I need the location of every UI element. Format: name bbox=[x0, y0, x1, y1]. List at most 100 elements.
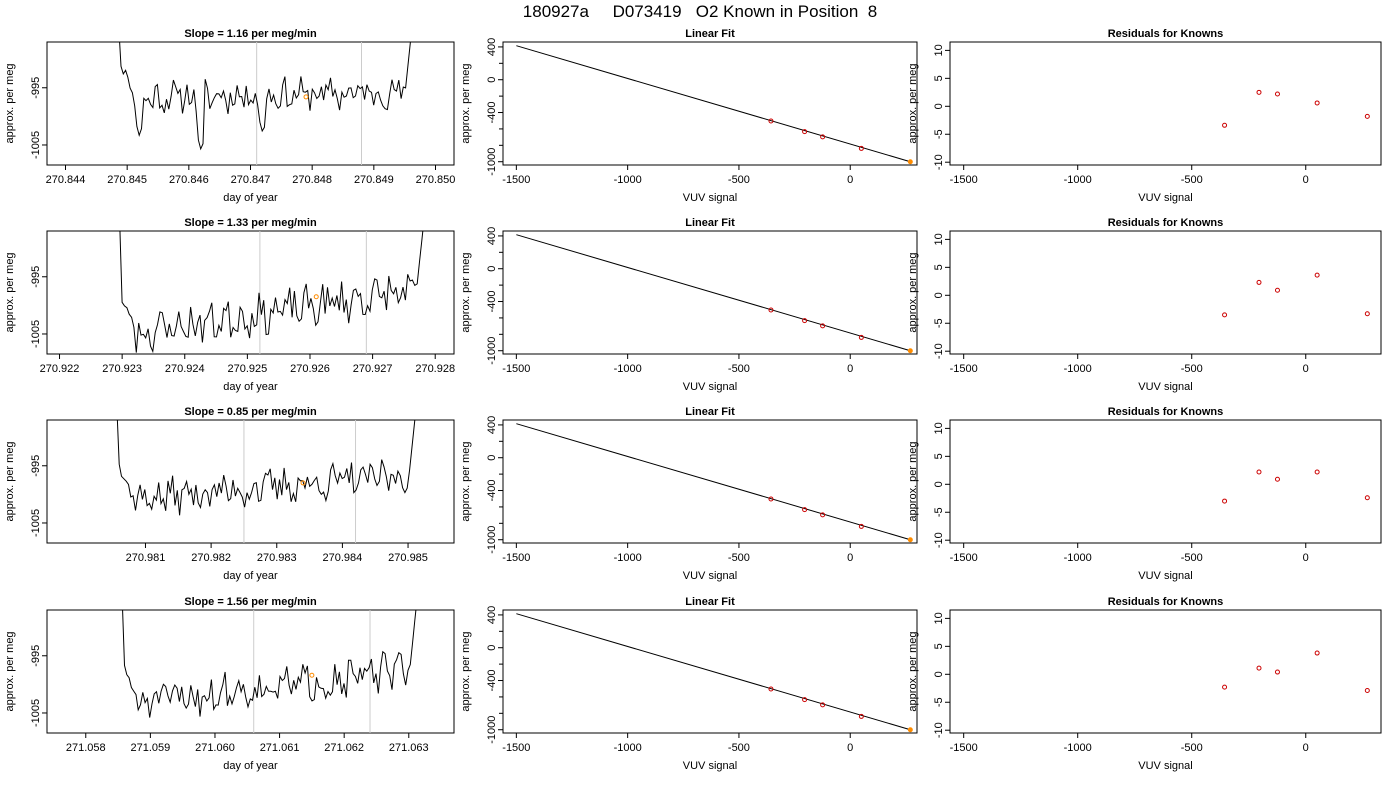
x-tick-label: -500 bbox=[728, 174, 750, 186]
x-tick-label: 0 bbox=[847, 174, 853, 186]
x-tick-label: 270.847 bbox=[231, 174, 271, 186]
y-tick-label: 0 bbox=[933, 292, 945, 298]
x-tick-label: -1000 bbox=[1064, 363, 1092, 375]
x-axis-label: VUV signal bbox=[683, 760, 737, 772]
residual-point bbox=[1274, 669, 1280, 675]
y-tick-label: 10 bbox=[933, 233, 945, 245]
fit-point bbox=[768, 496, 774, 502]
x-axis-label: day of year bbox=[223, 381, 278, 393]
y-tick-label: -5 bbox=[933, 318, 945, 328]
y-axis-label: approx. per meg bbox=[4, 252, 16, 332]
residual-point bbox=[1364, 688, 1370, 694]
x-tick-label: -1500 bbox=[950, 552, 978, 564]
y-tick-label: 400 bbox=[486, 38, 498, 56]
x-tick-label: -1000 bbox=[1064, 174, 1092, 186]
x-tick-label: 270.981 bbox=[126, 552, 166, 564]
plot-frame bbox=[502, 419, 918, 544]
y-tick-label: -995 bbox=[30, 77, 42, 99]
y-tick-label: -1005 bbox=[30, 131, 42, 159]
y-tick-label: -1005 bbox=[30, 699, 42, 727]
trace-marker bbox=[303, 94, 309, 100]
x-tick-label: -500 bbox=[728, 363, 750, 375]
x-axis-label: VUV signal bbox=[1138, 570, 1192, 582]
fit-point bbox=[802, 318, 808, 324]
fit-point bbox=[858, 713, 864, 719]
y-axis-label: approx. per meg bbox=[460, 63, 472, 143]
y-tick-label: -10 bbox=[933, 343, 945, 359]
y-tick-label: -10 bbox=[933, 722, 945, 738]
y-axis-label: approx. per meg bbox=[4, 631, 16, 711]
x-tick-label: 271.061 bbox=[260, 742, 300, 754]
residual-point bbox=[1314, 100, 1320, 106]
panel-title: Linear Fit bbox=[685, 406, 735, 418]
fit-line bbox=[516, 613, 911, 731]
x-tick-label: -1500 bbox=[502, 363, 530, 375]
y-tick-label: -1000 bbox=[486, 337, 498, 365]
x-tick-label: -500 bbox=[1181, 174, 1203, 186]
y-tick-label: 400 bbox=[486, 606, 498, 624]
plot-frame bbox=[949, 419, 1382, 544]
y-tick-label: 400 bbox=[486, 416, 498, 434]
y-tick-label: 5 bbox=[933, 264, 945, 270]
residual-point bbox=[1274, 91, 1280, 97]
plot-frame bbox=[949, 41, 1382, 166]
x-tick-label: 270.924 bbox=[165, 363, 205, 375]
y-tick-label: -995 bbox=[30, 455, 42, 477]
trace-line bbox=[122, 610, 417, 718]
y-tick-label: -995 bbox=[30, 266, 42, 288]
plot-frame bbox=[949, 230, 1382, 355]
y-axis-label: approx. per meg bbox=[460, 441, 472, 521]
x-tick-label: 270.845 bbox=[107, 174, 147, 186]
panel-residuals-row3: Residuals for Knowns -1500 -1000 -500 0 VUV s… bbox=[907, 596, 1382, 772]
fit-line bbox=[516, 45, 911, 163]
x-tick-label: -1000 bbox=[1064, 552, 1092, 564]
panel-trace-row1: Slope = 1.33 per meg/min 270.922 270.923 27… bbox=[4, 217, 455, 393]
x-axis-label: VUV signal bbox=[1138, 192, 1192, 204]
y-tick-label: 5 bbox=[933, 453, 945, 459]
panel-title: Residuals for Knowns bbox=[1108, 596, 1224, 608]
y-tick-label: 0 bbox=[486, 455, 498, 461]
fit-point bbox=[820, 134, 826, 140]
x-axis-label: VUV signal bbox=[683, 570, 737, 582]
x-tick-label: -500 bbox=[728, 742, 750, 754]
plot-frame bbox=[46, 41, 455, 166]
y-tick-label: -1000 bbox=[486, 526, 498, 554]
plot-frame bbox=[502, 230, 918, 355]
y-tick-label: -5 bbox=[933, 507, 945, 517]
residual-point bbox=[1314, 650, 1320, 656]
fit-point bbox=[907, 727, 913, 733]
fit-point bbox=[768, 307, 774, 313]
residual-point bbox=[1256, 469, 1262, 475]
fit-point bbox=[802, 129, 808, 135]
x-tick-label: 270.850 bbox=[416, 174, 456, 186]
x-tick-label: 270.926 bbox=[290, 363, 330, 375]
plot-frame bbox=[46, 609, 455, 734]
panel-residuals-row0: Residuals for Knowns -1500 -1000 -500 0 VUV s… bbox=[907, 28, 1382, 204]
y-tick-label: 0 bbox=[933, 103, 945, 109]
residual-point bbox=[1274, 476, 1280, 482]
x-tick-label: -500 bbox=[1181, 552, 1203, 564]
y-tick-label: 0 bbox=[486, 266, 498, 272]
y-tick-label: -1005 bbox=[30, 509, 42, 537]
x-tick-label: -1500 bbox=[950, 174, 978, 186]
x-tick-label: 270.927 bbox=[353, 363, 393, 375]
y-tick-label: -400 bbox=[486, 670, 498, 692]
y-tick-label: -400 bbox=[486, 102, 498, 124]
y-axis-label: approx. per meg bbox=[460, 631, 472, 711]
trace-marker bbox=[313, 294, 319, 300]
fit-point bbox=[802, 507, 808, 513]
x-tick-label: -1500 bbox=[502, 552, 530, 564]
panel-fit-row3: Linear Fit -1500 -1000 -500 0 VUV signal 400 0 -… bbox=[460, 596, 918, 772]
fit-line bbox=[516, 234, 911, 352]
x-axis-label: day of year bbox=[223, 760, 278, 772]
y-tick-label: 400 bbox=[486, 227, 498, 245]
y-tick-label: -5 bbox=[933, 697, 945, 707]
x-tick-label: -500 bbox=[1181, 363, 1203, 375]
x-tick-label: -1000 bbox=[614, 174, 642, 186]
x-axis-label: VUV signal bbox=[1138, 381, 1192, 393]
panel-title: Slope = 0.85 per meg/min bbox=[184, 406, 317, 418]
x-tick-label: 270.846 bbox=[169, 174, 209, 186]
y-tick-label: -995 bbox=[30, 645, 42, 667]
x-tick-label: 270.985 bbox=[388, 552, 428, 564]
fit-point bbox=[907, 348, 913, 354]
